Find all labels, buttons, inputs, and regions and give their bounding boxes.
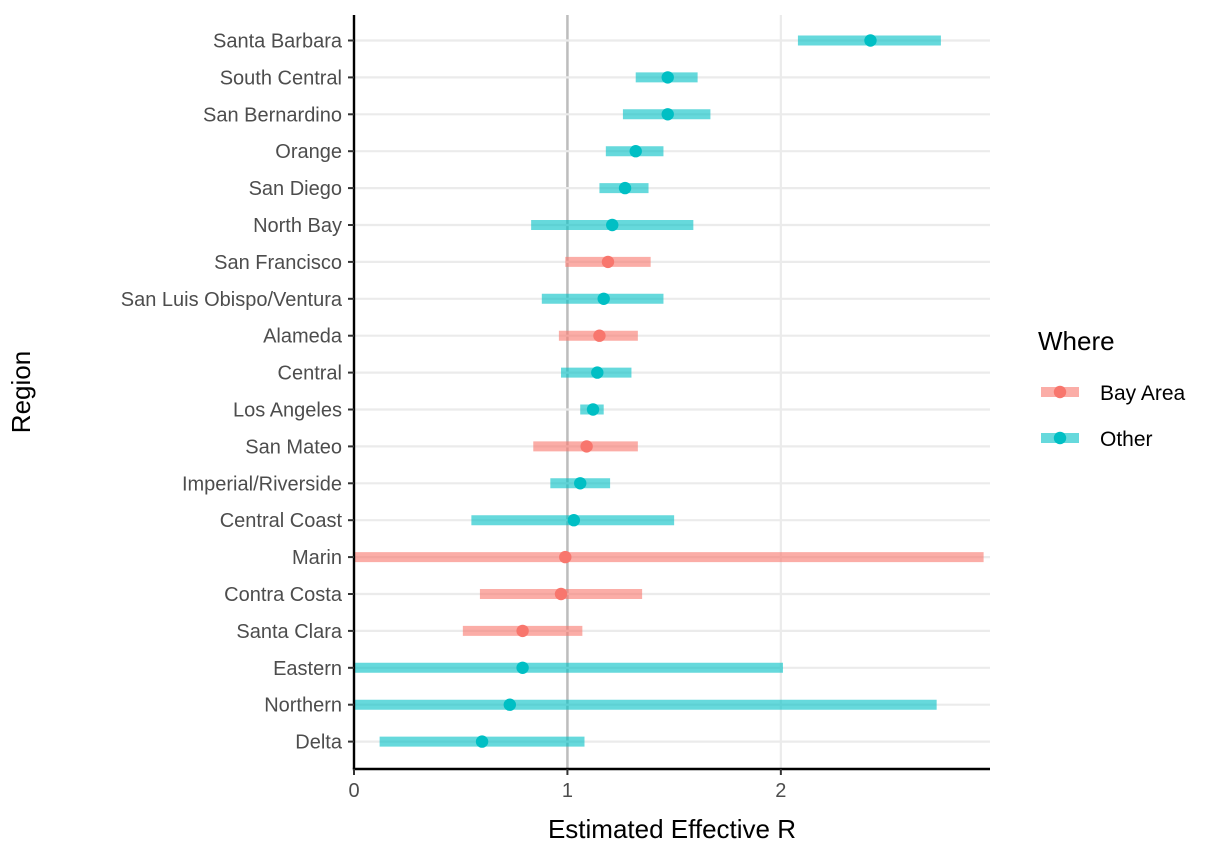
estimate-point (593, 329, 606, 342)
estimate-point (475, 735, 489, 748)
legend-title: Where (1038, 326, 1115, 356)
legend-key-point (1053, 385, 1067, 399)
estimate-point (597, 292, 610, 305)
y-tick-label: San Luis Obispo/Ventura (121, 289, 343, 311)
estimate-point (606, 218, 619, 232)
y-tick-label: Delta (295, 732, 343, 754)
estimate-point (591, 366, 604, 379)
y-tick-label: Marin (292, 547, 342, 569)
estimate-point (516, 624, 529, 638)
estimate-point (601, 255, 615, 269)
estimate-point (574, 477, 587, 490)
x-tick-label: 1 (562, 780, 573, 802)
legend-label: Other (1100, 428, 1153, 451)
legend-key-point (1053, 431, 1067, 445)
y-tick-label: Santa Clara (236, 621, 342, 643)
estimate-point (567, 514, 581, 527)
axes (352, 15, 990, 771)
y-tick-label: Northern (264, 695, 342, 717)
y-tick-label: Contra Costa (224, 584, 343, 606)
y-tick-label: Imperial/Riverside (182, 473, 342, 495)
estimate-point (503, 698, 516, 711)
y-tick-label: San Francisco (214, 252, 342, 274)
estimate-point (629, 145, 642, 158)
y-tick-label: Orange (275, 141, 342, 163)
y-tick-label: Alameda (263, 326, 343, 348)
estimate-point (618, 181, 632, 195)
x-axis-title: Estimated Effective R (548, 814, 796, 844)
y-tick-label: South Central (220, 67, 342, 89)
x-axis-ticks: 0 1 2 (348, 769, 786, 802)
gridlines (352, 15, 990, 769)
y-tick-label: North Bay (253, 215, 342, 237)
estimate-point (559, 550, 572, 564)
y-tick-label: Santa Barbara (213, 31, 343, 53)
estimate-point (661, 71, 674, 84)
estimate-point (580, 440, 593, 453)
y-tick-label: Eastern (273, 658, 342, 680)
y-axis-title: Region (6, 351, 36, 433)
legend-label: Bay Area (1100, 382, 1186, 405)
estimate-point (516, 661, 529, 674)
estimate-point (661, 108, 674, 121)
x-tick-label: 2 (775, 780, 786, 802)
estimate-point (554, 587, 568, 601)
y-tick-label: San Bernardino (203, 104, 342, 126)
estimate-point (586, 403, 600, 416)
legend-entries: Bay Area Other (1041, 382, 1186, 451)
y-tick-label: San Diego (249, 178, 342, 200)
y-tick-label: Central (278, 363, 342, 385)
y-axis-ticks: Santa Barbara South Central San Bernardino… (121, 31, 354, 754)
y-tick-label: Central Coast (220, 510, 343, 532)
y-tick-label: Los Angeles (233, 400, 342, 422)
legend: Where Bay Area Other (1038, 326, 1186, 451)
interval-layer (354, 34, 984, 748)
x-tick-label: 0 (348, 780, 359, 802)
estimate-point (864, 34, 877, 47)
y-tick-label: San Mateo (245, 436, 342, 458)
